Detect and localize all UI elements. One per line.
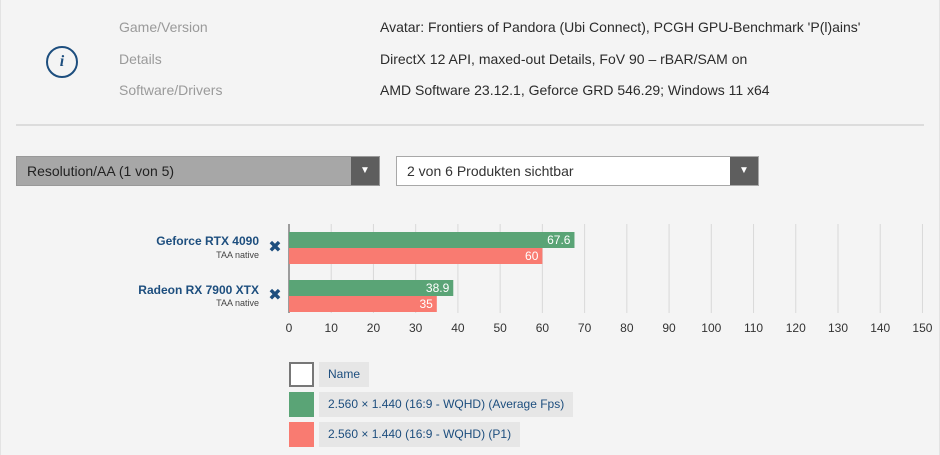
bar-value-label: 38.9 [426,281,450,295]
remove-product-rtx-4090-button[interactable]: ✖ [268,239,282,256]
chevron-down-icon[interactable]: ▼ [351,157,379,185]
info-icon: i [46,46,78,78]
x-tick-label: 0 [286,321,293,335]
x-tick-label: 60 [536,321,550,335]
x-tick-label: 100 [701,321,721,335]
product-setting-rtx-4090: TAA native [216,250,259,260]
bar [289,280,454,296]
legend-header-checkbox[interactable] [289,362,314,387]
legend-label-average-fps[interactable]: 2.560 × 1.440 (16:9 - WQHD) (Average Fps… [319,392,574,417]
bar-value-label: 35 [419,297,433,311]
products-select[interactable]: 2 von 6 Produkten sichtbar ▼ [396,156,759,186]
panel-border-left [0,0,1,455]
bar [289,232,575,248]
x-tick-label: 10 [325,321,339,335]
x-tick-label: 70 [578,321,592,335]
info-label-details: Details [119,51,162,67]
info-label-game-version: Game/Version [119,19,208,35]
product-setting-rx-7900-xtx: TAA native [216,298,259,308]
separator [16,124,924,126]
info-value-game-version: Avatar: Frontiers of Pandora (Ubi Connec… [380,19,861,35]
x-tick-label: 80 [620,321,634,335]
bar-value-label: 67.6 [547,233,571,247]
info-label-software-drivers: Software/Drivers [119,82,223,98]
resolution-select-label: Resolution/AA (1 von 5) [27,163,175,179]
legend-header[interactable]: Name [319,362,370,387]
remove-product-rx-7900-xtx-button[interactable]: ✖ [268,287,282,304]
bar-value-label: 60 [525,249,539,263]
x-tick-label: 50 [493,321,507,335]
product-name-rx-7900-xtx: Radeon RX 7900 XTX [138,283,259,297]
resolution-select[interactable]: Resolution/AA (1 von 5) ▼ [16,156,380,186]
bar [289,296,437,312]
info-value-software-drivers: AMD Software 23.12.1, Geforce GRD 546.29… [380,82,770,98]
x-tick-label: 140 [870,321,890,335]
x-tick-label: 110 [744,321,763,335]
bar [289,248,543,264]
product-name-rtx-4090: Geforce RTX 4090 [156,234,259,248]
x-tick-label: 20 [367,321,381,335]
legend-label-p1[interactable]: 2.560 × 1.440 (16:9 - WQHD) (P1) [319,422,521,447]
x-tick-label: 90 [662,321,676,335]
legend-swatch-p1[interactable] [289,422,314,447]
products-select-label: 2 von 6 Produkten sichtbar [407,163,574,179]
legend-swatch-average-fps[interactable] [289,392,314,417]
x-tick-label: 150 [912,321,932,335]
x-tick-label: 130 [828,321,848,335]
chevron-down-icon[interactable]: ▼ [730,157,758,185]
x-tick-label: 40 [451,321,465,335]
x-tick-label: 30 [409,321,423,335]
x-tick-label: 120 [786,321,806,335]
info-value-details: DirectX 12 API, maxed-out Details, FoV 9… [380,51,748,67]
